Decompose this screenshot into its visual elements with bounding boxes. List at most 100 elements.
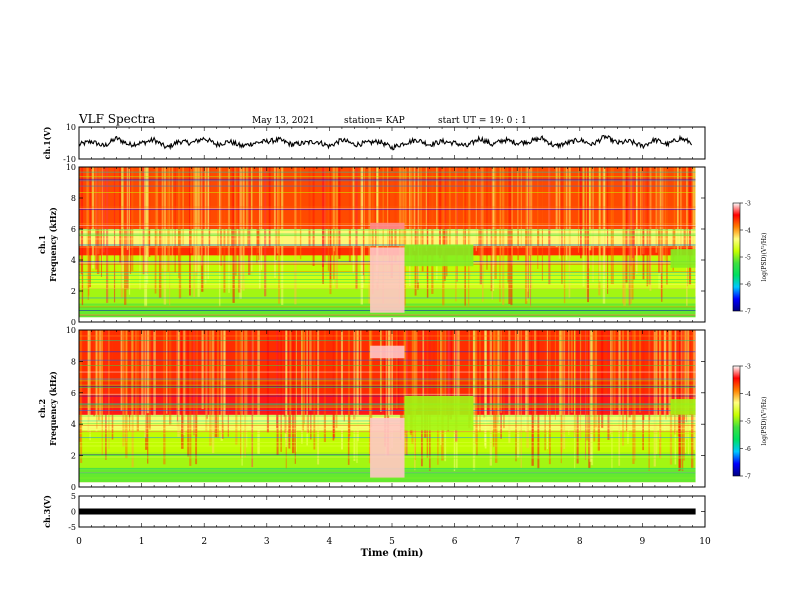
ch2-spectrogram-streak bbox=[360, 330, 362, 410]
ch2-spectrogram-streak bbox=[343, 330, 345, 422]
ch2-spectrogram-streak bbox=[289, 330, 292, 438]
ch2-spectrogram-streak bbox=[441, 330, 444, 461]
ch2-spectrogram-streak bbox=[642, 330, 644, 451]
ch2-spectrogram-streak bbox=[610, 330, 612, 435]
ch2-spectrogram-line bbox=[79, 393, 696, 395]
ch1-spectrogram-line bbox=[79, 185, 696, 187]
ch1-spectrogram-streak bbox=[480, 167, 482, 265]
ch2-spectrogram-streak bbox=[93, 330, 95, 417]
ch2-spectrogram-streak bbox=[370, 330, 373, 428]
ch1-spectrogram-streak bbox=[388, 167, 390, 263]
ch2-spectrogram-streak bbox=[648, 330, 650, 471]
x-tick-label: 9 bbox=[640, 537, 646, 547]
ch1-spectrogram-streak bbox=[329, 167, 332, 280]
ch2-spectrogram-streak bbox=[590, 330, 594, 466]
ch2-spectrogram-streak bbox=[187, 330, 189, 457]
ch1-spectrogram-streak bbox=[394, 167, 397, 263]
ch1-spectrogram-streak bbox=[680, 167, 682, 261]
ch1-spectrogram-streak bbox=[256, 167, 258, 264]
ch2-spectrogram-low-strip bbox=[79, 482, 696, 487]
ch2-spectrogram-streak bbox=[391, 330, 393, 449]
ch1-spectrogram-streak bbox=[469, 167, 471, 280]
ch1-spectrogram-streak bbox=[95, 167, 98, 270]
ch2-spectrogram-line bbox=[79, 395, 696, 397]
ch1-spectrogram-line bbox=[79, 178, 696, 180]
time-axis: 0 1 2 3 4 5 6 7 8 9 10 bbox=[76, 537, 711, 547]
ch1-spectrogram-streak bbox=[169, 167, 171, 306]
ch1-waveform-ytick-label: 10 bbox=[66, 123, 76, 132]
ch2-spectrogram-line bbox=[79, 371, 696, 373]
ch2-spectrogram-line bbox=[79, 410, 696, 411]
ch2-spectrogram-streak bbox=[618, 330, 621, 466]
ch1-spectrogram-ylabel: ch.1 bbox=[37, 235, 47, 254]
ch2-spectrogram-streak bbox=[411, 330, 414, 444]
ch2-spectrogram-empty-tail bbox=[695, 330, 705, 487]
ch1-spectrogram-streak bbox=[490, 167, 492, 292]
ch1-spectrogram-low-strip bbox=[79, 317, 696, 322]
ch1-spectrogram-streak bbox=[402, 167, 405, 265]
ch2-spectrogram-streak bbox=[101, 330, 103, 456]
ch1-spectrogram-streak bbox=[410, 167, 413, 267]
ch2-spectrogram-line bbox=[79, 384, 696, 386]
ch1-spectrogram-streak bbox=[661, 167, 664, 264]
ch2-spectrogram-streak bbox=[241, 330, 243, 466]
ch2-spectrogram-streak bbox=[169, 330, 172, 425]
ch1-spectrogram-streak bbox=[467, 167, 470, 307]
ch2-spectrogram-streak bbox=[489, 330, 492, 466]
ch1-spectrogram-streak bbox=[649, 167, 652, 291]
ch2-spectrogram-streak bbox=[244, 330, 247, 458]
ch2-spectrogram-streak bbox=[660, 330, 662, 460]
ch1-spectrogram-streak bbox=[100, 167, 102, 277]
ch1-spectrogram-streak bbox=[623, 167, 626, 307]
ch2-spectrogram-streak bbox=[108, 330, 110, 449]
ch2-spectrogram-streak bbox=[294, 330, 296, 464]
ch1-spectrogram-streak bbox=[390, 167, 393, 279]
ch1-spectrogram-streak bbox=[486, 167, 488, 270]
ch1-spectrogram-streak bbox=[446, 167, 448, 277]
ch1-spectrogram-streak bbox=[661, 167, 663, 302]
ch2-spectrogram-streak bbox=[611, 330, 613, 469]
ch2-spectrogram-streak bbox=[457, 330, 460, 416]
ch3-waveform-ytick-label: 5 bbox=[71, 492, 76, 501]
ch1-waveform-ylabel: ch.1(V) bbox=[42, 126, 52, 159]
ch1-spectrogram-streak bbox=[442, 167, 445, 306]
ch2-spectrogram-streak bbox=[597, 330, 600, 451]
ch1-spectrogram-streak bbox=[660, 167, 662, 274]
ch2-spectrogram-ytick-label: 10 bbox=[66, 326, 76, 335]
ch2-spectrogram-line bbox=[79, 380, 696, 382]
x-tick-label: 8 bbox=[577, 537, 583, 547]
ch1-spectrogram-streak bbox=[511, 167, 513, 263]
ch1-waveform-ytick-label: -10 bbox=[63, 155, 76, 164]
ch2-spectrogram-streak bbox=[548, 330, 551, 465]
ch2-spectrogram-panel: 0 2 4 6 8 10 ch.2 Frequency (kHz) bbox=[37, 326, 706, 492]
ch2-spectrogram-streak bbox=[474, 330, 477, 444]
ch2-spectrogram-streak bbox=[687, 330, 690, 455]
ch1-spectrogram-ytick-label: 6 bbox=[71, 225, 76, 234]
ch1-spectrogram-streak bbox=[674, 167, 676, 250]
ch2-spectrogram-streak bbox=[111, 330, 114, 440]
ch2-spectrogram-line bbox=[79, 406, 696, 408]
ch2-spectrogram-streak bbox=[476, 330, 478, 456]
x-tick-label: 1 bbox=[139, 537, 145, 547]
ch1-spectrogram-streak bbox=[91, 167, 95, 269]
ch2-spectrogram-streak bbox=[424, 330, 427, 438]
ch2-spectrogram-streak bbox=[563, 330, 566, 449]
ch2-spectrogram-streak bbox=[588, 330, 591, 469]
ch1-spectrogram-line bbox=[79, 233, 696, 235]
ch2-spectrogram-streak bbox=[560, 330, 562, 464]
ch3-waveform-ylabel: ch.3(V) bbox=[42, 495, 52, 528]
ch1-spectrogram-streak bbox=[81, 167, 84, 306]
ch2-spectrogram-streak bbox=[80, 330, 83, 463]
ch1-spectrogram-streak bbox=[692, 167, 694, 272]
ch1-spectrogram-streak bbox=[182, 167, 185, 245]
ch1-spectrogram-streak bbox=[494, 167, 497, 280]
ch2-spectrogram-streak bbox=[684, 330, 686, 453]
ch1-spectrogram-streak bbox=[299, 167, 302, 260]
ch1-spectrogram-streak bbox=[155, 167, 158, 260]
ch2-spectrogram-line bbox=[79, 415, 696, 417]
x-tick-label: 0 bbox=[76, 537, 82, 547]
ch2-spectrogram-streak bbox=[276, 330, 279, 455]
ch2-spectrogram-line bbox=[79, 477, 696, 479]
ch1-spectrogram-streak bbox=[158, 167, 162, 298]
ch1-spectrogram-streak bbox=[327, 167, 329, 271]
